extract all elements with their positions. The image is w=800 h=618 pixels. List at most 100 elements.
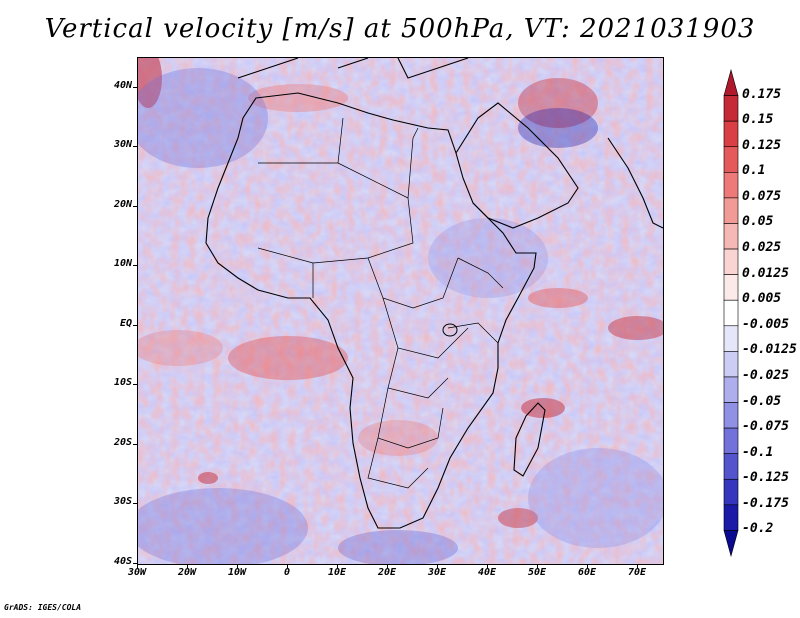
lat-tick: [133, 205, 137, 207]
red-patch: [608, 316, 663, 340]
colorbar-label: -0.0125: [742, 342, 797, 358]
lon-tick-label: 50E: [527, 567, 547, 578]
colorbar-segment: [723, 274, 739, 301]
colorbar-segment: [723, 351, 739, 378]
field-texture: [138, 58, 663, 564]
india-coastline: [607, 137, 663, 229]
lat-tick-label: EQ: [119, 317, 132, 329]
colorbar-segment: [723, 95, 739, 122]
lon-tick: [437, 564, 438, 568]
lon-tick-label: 70E: [627, 567, 647, 578]
red-patch: [138, 58, 162, 108]
colorbar-label: 0.05: [742, 214, 774, 230]
red-patch: [228, 336, 348, 380]
lat-tick: [133, 384, 137, 386]
colorbar-segment: [723, 530, 739, 558]
lat-tick-label: 20N: [113, 198, 132, 210]
colorbar-segment: [723, 120, 739, 148]
lon-tick: [587, 564, 588, 568]
lon-tick: [387, 564, 388, 568]
lat-tick: [133, 265, 137, 267]
colorbar-segment: [723, 325, 739, 352]
colorbar-label: 0.075: [742, 188, 782, 204]
colorbar-label: 0.1: [742, 163, 766, 179]
lon-tick-label: 10W: [227, 567, 247, 578]
red-patch: [248, 84, 348, 112]
lon-tick-label: 30E: [427, 567, 447, 578]
border-line: [447, 257, 504, 344]
lat-tick: [133, 86, 137, 88]
colorbar-label: 0.15: [742, 112, 774, 128]
lon-tick-label: 30W: [127, 567, 147, 578]
lon-tick: [187, 564, 188, 568]
upward-motion-areas: [138, 58, 663, 528]
colorbar-label: -0.05: [742, 393, 782, 409]
colorbar-segment: [723, 478, 739, 506]
africa-coastline: [205, 92, 537, 529]
lon-tick-label: 10E: [327, 567, 347, 578]
country-borders: [257, 117, 504, 489]
lon-tick: [337, 564, 338, 568]
colorbar-label: 0.175: [742, 86, 782, 102]
lon-tick-label: 20E: [377, 567, 397, 578]
blue-patch: [528, 448, 663, 548]
lon-tick: [637, 564, 638, 568]
colorbar-segment: [723, 504, 739, 531]
lat-tick: [133, 443, 137, 445]
colorbar-segment: [723, 453, 739, 480]
colorbar-segment: [723, 402, 739, 429]
blue-patch: [338, 530, 458, 564]
red-patch: [198, 472, 218, 484]
colorbar-label: -0.125: [742, 470, 789, 486]
border-line: [337, 117, 459, 309]
colorbar-label: -0.1: [742, 444, 774, 460]
madagascar-coastline: [513, 402, 546, 477]
grads-credit: GrADS: IGES/COLA: [4, 603, 82, 612]
colorbar-label: 0.125: [742, 137, 782, 153]
border-line: [312, 263, 469, 399]
map-title: Vertical velocity [m/s] at 500hPa, VT: 2…: [44, 14, 756, 44]
lon-tick-label: 40E: [477, 567, 497, 578]
colorbar-segment: [723, 172, 739, 199]
colorbar-label: 0.005: [742, 291, 782, 307]
lon-tick-label: 20W: [177, 567, 197, 578]
lat-tick: [133, 563, 137, 564]
colorbar-segment: [723, 68, 739, 96]
europe-coastline: [237, 58, 469, 79]
lon-tick: [137, 564, 138, 568]
colorbar-label: -0.005: [742, 316, 789, 332]
lon-tick: [537, 564, 538, 568]
blue-patch: [518, 108, 598, 148]
colorbar-label: -0.075: [742, 419, 789, 435]
colorbar-segment: [723, 223, 739, 250]
red-patch: [358, 420, 438, 456]
lat-tick-label: 40N: [113, 79, 132, 91]
lat-tick-label: 30S: [113, 496, 132, 508]
red-patch: [138, 330, 223, 366]
colorbar-label: -0.025: [742, 367, 789, 383]
colorbar-segment: [723, 376, 739, 403]
colorbar-label: 0.0125: [742, 265, 789, 281]
downward-motion-areas: [138, 68, 663, 564]
lon-tick: [287, 564, 288, 568]
red-patch: [528, 288, 588, 308]
colorbar-label: 0.025: [742, 240, 782, 256]
lon-tick: [237, 564, 238, 568]
lat-tick-label: 20S: [113, 436, 132, 448]
colorbar-segment: [723, 427, 739, 454]
colorbar-segment: [723, 299, 739, 327]
lat-tick-label: 10S: [113, 377, 132, 389]
lat-tick-label: 30N: [113, 139, 132, 151]
lat-tick: [133, 324, 137, 326]
colorbar-segment: [723, 197, 739, 224]
lon-tick: [487, 564, 488, 568]
blue-patch: [428, 218, 548, 298]
arabia-coastline: [455, 102, 579, 229]
colorbar: [723, 68, 739, 558]
lat-tick-label: 40S: [113, 556, 132, 567]
lon-tick-label: 0: [283, 567, 291, 578]
lat-tick: [133, 146, 137, 148]
border-line: [367, 387, 444, 489]
coastlines: [205, 58, 663, 529]
colorbar-label: -0.2: [742, 521, 774, 537]
